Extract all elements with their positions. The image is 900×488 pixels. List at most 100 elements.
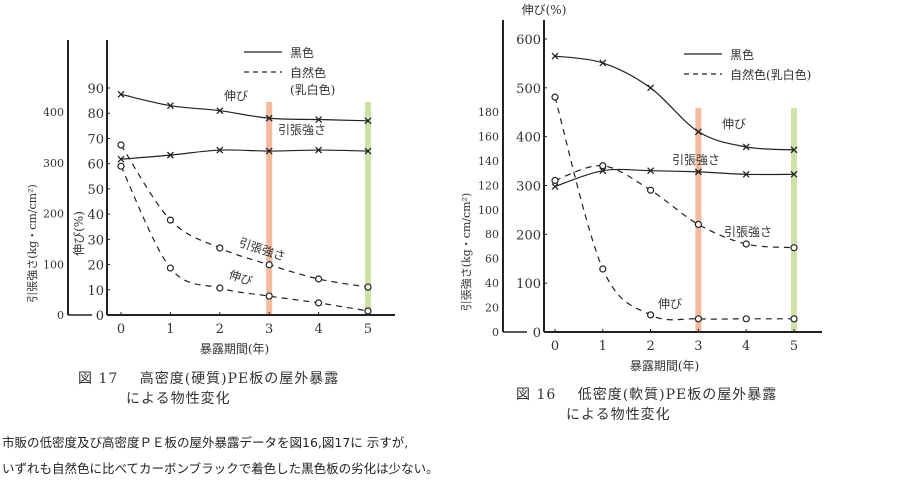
fig16-series-line-1 bbox=[554, 168, 795, 188]
fig17-tensile-axis-title: 引張強さ(kg・cm/cm²) bbox=[25, 184, 39, 303]
fig16-elongation-axis-title: 伸び(%) bbox=[522, 3, 567, 17]
fig17-data-point-x bbox=[117, 155, 125, 163]
fig16-x-tick-label: 2 bbox=[646, 339, 654, 354]
fig17-data-point-x bbox=[117, 90, 125, 98]
fig17-elongation-tick-label: 10 bbox=[87, 284, 104, 299]
fig17-x-axis-title: 暴露期間(年) bbox=[200, 342, 269, 356]
fig17-data-point-x bbox=[315, 116, 323, 123]
fig16-series-label-2: 引張強さ bbox=[724, 225, 772, 239]
fig17-data-point-x bbox=[216, 146, 224, 154]
fig16-tensile-tick-label: 60 bbox=[485, 253, 499, 266]
fig16-x-tick-label: 3 bbox=[694, 339, 702, 354]
fig16-tensile-tick-label: 80 bbox=[485, 228, 499, 241]
fig16-series-label-0: 伸び bbox=[722, 117, 746, 131]
fig17-title-line2: による物性変化 bbox=[126, 391, 231, 407]
fig16-data-point-o bbox=[551, 176, 559, 185]
fig17-data-point-o bbox=[364, 307, 372, 315]
fig16-data-point-x bbox=[694, 168, 702, 176]
fig16-elongation-tick-label: 100 bbox=[516, 277, 541, 292]
fig16-x-tick-label: 1 bbox=[599, 339, 607, 354]
fig16-data-point-o bbox=[790, 244, 798, 252]
fig17-tensile-tick-label: 300 bbox=[43, 157, 64, 170]
fig16-x-axis-title: 暴露期間(年) bbox=[630, 359, 699, 373]
fig16-tensile-axis-title: 引張強さ(kg・cm/cm²) bbox=[459, 193, 473, 312]
fig16-data-point-o bbox=[599, 265, 607, 273]
fig17-x-tick-label: 2 bbox=[216, 322, 224, 337]
fig17-data-point-x bbox=[265, 147, 273, 155]
fig17-data-point-x bbox=[166, 102, 174, 110]
fig16-series-label-1: 引張強さ bbox=[672, 153, 720, 167]
fig16-tensile-tick-label: 40 bbox=[485, 277, 499, 290]
fig17-elongation-tick-label: 70 bbox=[87, 132, 104, 147]
fig16-data-point-x bbox=[551, 183, 559, 191]
fig17-elongation-tick-label: 20 bbox=[87, 259, 104, 274]
fig17-x-tick-label: 1 bbox=[166, 322, 174, 337]
fig17-data-point-x bbox=[364, 147, 372, 155]
fig17-data-point-o bbox=[265, 261, 273, 269]
fig17-data-point-x bbox=[216, 107, 224, 115]
fig17-x-tick-label: 5 bbox=[364, 322, 372, 337]
fig16-caption: 図 16 低密度(軟質)PE板の屋外暴露 による物性変化 bbox=[516, 384, 777, 424]
fig16-title-line1: 低密度(軟質)PE板の屋外暴露 bbox=[577, 387, 778, 403]
fig17-data-point-o bbox=[216, 244, 224, 252]
fig16-elongation-tick-label: 200 bbox=[516, 228, 541, 243]
fig17-data-point-x bbox=[364, 117, 372, 125]
fig16-data-point-o bbox=[742, 240, 750, 248]
fig17-data-point-x bbox=[315, 146, 323, 154]
fig17-legend-dashed-label: 自然色 bbox=[290, 65, 326, 80]
fig17-series-label-0: 伸び bbox=[224, 89, 248, 103]
fig17-legend-dashed-sub-label: (乳白色) bbox=[290, 82, 335, 97]
fig16-series-label-3: 伸び bbox=[658, 297, 682, 311]
fig16-data-point-o bbox=[551, 93, 559, 101]
fig16-data-point-o bbox=[646, 311, 655, 319]
fig17-highlight-bar-0 bbox=[266, 102, 273, 315]
fig17-series-line-2 bbox=[120, 144, 369, 288]
fig17-data-point-o bbox=[265, 292, 273, 300]
fig16-tensile-tick-label: 120 bbox=[478, 179, 499, 192]
body-text-line1: 市販の低密度及び高密度ＰＥ板の屋外暴露データを図16,図17に 示すが, bbox=[2, 435, 409, 450]
fig16-data-point-x bbox=[647, 84, 655, 92]
fig16-elongation-tick-label: 0 bbox=[533, 326, 541, 341]
fig16-series-line-3 bbox=[554, 96, 794, 321]
fig17-series-label-2: 引張強さ bbox=[237, 236, 287, 264]
fig16-data-point-o bbox=[599, 162, 607, 170]
fig16-data-point-o bbox=[694, 220, 703, 229]
fig16-label: 図 16 bbox=[516, 387, 557, 403]
fig17-x-tick-label: 0 bbox=[117, 322, 125, 337]
fig16-data-point-o bbox=[790, 315, 798, 323]
fig17-elongation-tick-label: 60 bbox=[87, 158, 104, 173]
fig16-series-line-0 bbox=[554, 55, 795, 151]
fig17-label: 図 17 bbox=[78, 371, 119, 387]
fig17-tensile-tick-label: 200 bbox=[43, 208, 64, 221]
fig17-data-point-x bbox=[265, 114, 273, 122]
fig16-highlight-bar-0 bbox=[695, 108, 702, 333]
fig17-series-line-0 bbox=[120, 93, 369, 122]
fig16-tensile-tick-label: 0 bbox=[492, 326, 499, 339]
fig17-data-point-x bbox=[166, 151, 174, 159]
fig16-title-line2: による物性変化 bbox=[566, 407, 671, 423]
fig16-tensile-tick-label: 180 bbox=[478, 106, 499, 119]
fig17-data-point-o bbox=[364, 283, 372, 291]
fig17-elongation-tick-label: 40 bbox=[87, 208, 104, 223]
fig16-legend-dashed-label: 自然色(乳白色) bbox=[730, 67, 811, 82]
fig17-elongation-axis-title: 伸び(%) bbox=[72, 211, 86, 256]
fig17-data-point-o bbox=[166, 216, 174, 224]
fig17-series-line-1 bbox=[120, 149, 369, 160]
fig16-data-point-o bbox=[742, 315, 750, 323]
fig17-title-line1: 高密度(硬質)PE板の屋外暴露 bbox=[139, 371, 340, 387]
fig17-highlight-bar-1 bbox=[365, 102, 371, 315]
fig17-data-point-o bbox=[315, 299, 323, 307]
fig16-data-point-x bbox=[790, 170, 798, 178]
fig17-series-label-1: 引張強さ bbox=[278, 123, 326, 137]
fig16-data-point-x bbox=[742, 170, 750, 178]
fig16-tensile-tick-label: 100 bbox=[478, 204, 499, 217]
fig17-tensile-tick-label: 100 bbox=[43, 258, 64, 271]
fig16-data-point-o bbox=[694, 315, 703, 323]
fig17-data-point-o bbox=[166, 264, 174, 272]
fig16-data-point-x bbox=[599, 59, 607, 67]
fig17-legend-solid-label: 黒色 bbox=[290, 46, 314, 60]
fig17-data-point-o bbox=[216, 284, 224, 292]
fig17-x-tick-label: 3 bbox=[265, 322, 273, 337]
fig17-tensile-tick-label: 400 bbox=[43, 106, 64, 119]
